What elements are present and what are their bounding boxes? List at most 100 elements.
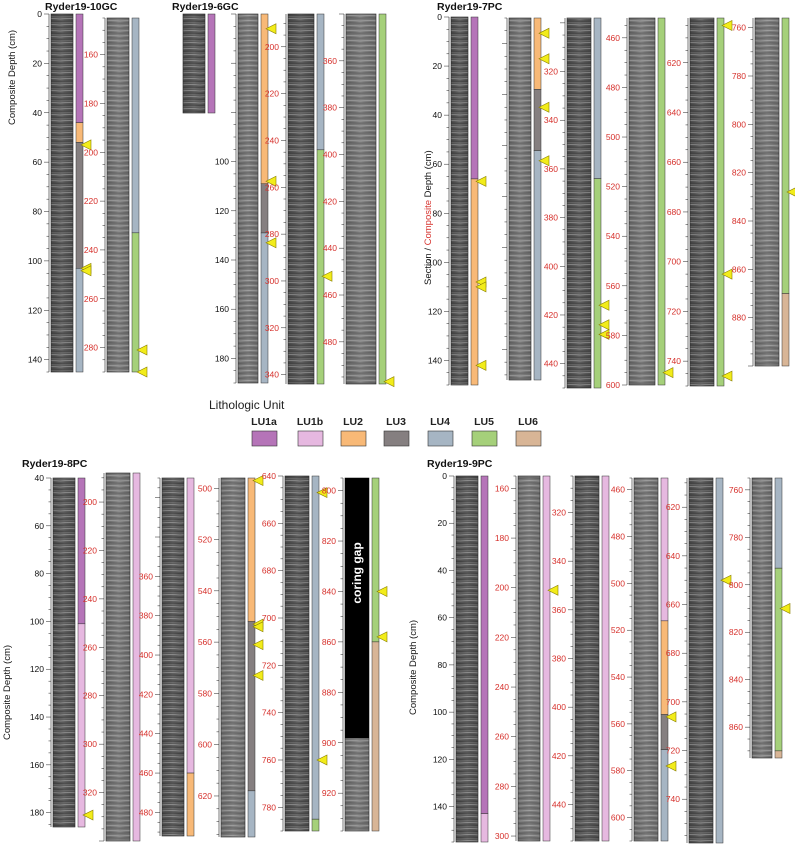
legend: Lithologic Unit LU1a LU1b LU2 LU3 LU4 LU5 LU6 bbox=[209, 398, 542, 447]
core-segment: 360 380 400 420 440 460 480 bbox=[139, 477, 195, 837]
depth-tick-label: 260 bbox=[495, 732, 509, 742]
coring-gap-label: coring gap bbox=[350, 542, 364, 603]
legend-swatch-lu5 bbox=[471, 430, 498, 447]
core-image-shading bbox=[162, 478, 184, 836]
depth-tick-label: 100 bbox=[28, 256, 42, 266]
core-segment: 160 180 200 220 240 260 280 300 bbox=[495, 475, 559, 842]
depth-tick-label: 820 bbox=[322, 536, 336, 546]
depth-tick-label: 700 bbox=[666, 697, 680, 707]
sample-marker bbox=[136, 344, 148, 356]
legend-label-lu1b: LU1b bbox=[297, 416, 323, 428]
depth-tick-label: 460 bbox=[611, 485, 625, 495]
depth-tick-label: 860 bbox=[322, 637, 336, 647]
depth-tick-label: 160 bbox=[215, 304, 229, 314]
core-image-shading bbox=[285, 476, 309, 831]
sample-marker bbox=[82, 809, 94, 821]
legend-label-lu3: LU3 bbox=[386, 416, 406, 428]
unit-bar-lu5 bbox=[774, 567, 783, 752]
depth-tick-label: 260 bbox=[265, 182, 279, 192]
legend-swatch-lu1b bbox=[297, 430, 324, 447]
core-segment: 100 120 140 160 180 bbox=[215, 13, 277, 384]
depth-tick-label: 280 bbox=[83, 691, 97, 701]
core-gc6: 100 120 140 160 180 200 220 240 260 280 300 320 340 3… bbox=[182, 13, 395, 388]
depth-tick-label: 200 bbox=[84, 147, 98, 157]
depth-tick-label: 320 bbox=[552, 508, 566, 518]
legend-label-lu6: LU6 bbox=[518, 416, 538, 428]
depth-tick-label: 820 bbox=[729, 627, 743, 637]
depth-tick-label: 80 bbox=[35, 569, 45, 579]
depth-tick-label: 760 bbox=[262, 755, 276, 765]
depth-tick-label: 320 bbox=[265, 323, 279, 333]
sample-marker bbox=[383, 376, 395, 388]
depth-tick-label: 680 bbox=[262, 566, 276, 576]
depth-tick-label: 820 bbox=[732, 168, 746, 178]
depth-tick-label: 60 bbox=[33, 157, 43, 167]
depth-tick-label: 480 bbox=[323, 337, 337, 347]
depth-tick-label: 420 bbox=[323, 196, 337, 206]
depth-tick-label: 720 bbox=[262, 660, 276, 670]
sample-marker bbox=[721, 370, 733, 382]
depth-tick-label: 580 bbox=[606, 330, 620, 340]
axis-title-9pc: Composite Depth (cm) bbox=[408, 620, 419, 715]
depth-tick-label: 20 bbox=[33, 58, 43, 68]
depth-tick-label: 160 bbox=[84, 50, 98, 60]
core-image-shading bbox=[567, 18, 591, 388]
depth-tick-label: 340 bbox=[265, 370, 279, 380]
unit-bar-lu5 bbox=[781, 17, 790, 294]
unit-bar-lu4 bbox=[660, 749, 669, 842]
legend-swatch-lu3 bbox=[383, 430, 410, 447]
depth-tick-label: 180 bbox=[84, 98, 98, 108]
depth-tick-label: 60 bbox=[433, 159, 443, 169]
depth-tick-label: 440 bbox=[552, 800, 566, 810]
unit-bar-lu3 bbox=[247, 621, 256, 792]
cores-layer: 0204060801001201401601802002202402602801… bbox=[28, 9, 795, 844]
sample-marker bbox=[265, 175, 277, 187]
depth-tick-label: 200 bbox=[495, 583, 509, 593]
depth-tick-label: 40 bbox=[33, 108, 43, 118]
depth-tick-label: 80 bbox=[438, 660, 448, 670]
depth-tick-label: 580 bbox=[611, 766, 625, 776]
unit-bar-lu6 bbox=[774, 750, 783, 759]
core-image-shading bbox=[518, 476, 540, 841]
depth-tick-label: 840 bbox=[729, 675, 743, 685]
depth-tick-label: 280 bbox=[84, 343, 98, 353]
unit-bar-lu3 bbox=[75, 142, 84, 269]
depth-tick-label: 140 bbox=[215, 255, 229, 265]
core-segment: 0 20 40 60 80 100 120 140 bbox=[428, 12, 487, 386]
depth-tick-label: 600 bbox=[611, 813, 625, 823]
axis-title-7pc-part1: Section / bbox=[423, 245, 434, 285]
depth-tick-label: 0 bbox=[37, 9, 42, 19]
depth-tick-label: 720 bbox=[666, 746, 680, 756]
depth-tick-label: 240 bbox=[84, 245, 98, 255]
depth-tick-label: 320 bbox=[83, 788, 97, 798]
sample-marker bbox=[598, 328, 610, 340]
depth-tick-label: 760 bbox=[732, 23, 746, 33]
depth-tick-label: 400 bbox=[139, 650, 153, 660]
core-gc10: 0 20 40 60 80 100 120 140 160 180 200 220 240 260 280 bbox=[28, 9, 148, 378]
depth-tick-label: 100 bbox=[215, 157, 229, 167]
depth-tick-label: 380 bbox=[544, 213, 558, 223]
unit-bar-lu3 bbox=[660, 714, 669, 750]
sample-marker bbox=[265, 23, 277, 35]
unit-bar-lu2 bbox=[260, 13, 269, 184]
depth-tick-label: 0 bbox=[437, 12, 442, 22]
depth-tick-label: 340 bbox=[552, 556, 566, 566]
sample-marker bbox=[547, 584, 559, 596]
legend-items: LU1a LU1b LU2 LU3 LU4 LU5 LU6 bbox=[251, 416, 542, 447]
core-segment: 500 520 540 560 580 600 620 bbox=[198, 475, 264, 838]
depth-tick-label: 180 bbox=[495, 533, 509, 543]
sample-marker bbox=[475, 359, 487, 371]
coring-gap-block bbox=[345, 478, 369, 738]
unit-bar-lu1a bbox=[75, 13, 84, 123]
depth-tick-label: 720 bbox=[667, 306, 681, 316]
header-10gc: Ryder19-10GC Composite Depth (cm) bbox=[7, 1, 118, 125]
legend-swatch-lu1a bbox=[251, 430, 278, 447]
core-image-shading bbox=[288, 14, 314, 384]
core-segment bbox=[182, 13, 216, 114]
sample-marker bbox=[252, 621, 264, 633]
depth-tick-label: 120 bbox=[428, 306, 442, 316]
sample-marker bbox=[665, 760, 677, 772]
core-title-6gc: Ryder19-6GC bbox=[172, 1, 239, 13]
unit-bar-lu1b bbox=[186, 477, 195, 774]
unit-bar-lu4 bbox=[311, 475, 320, 820]
